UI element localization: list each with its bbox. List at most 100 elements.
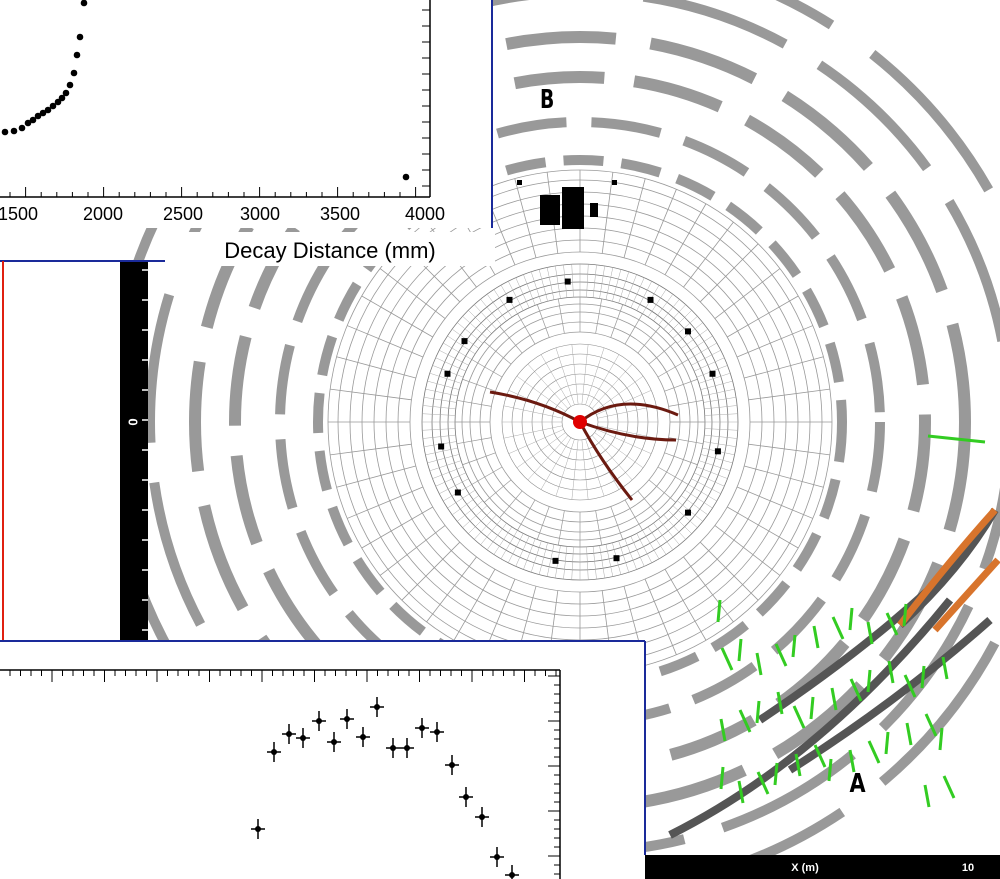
inner-spoke	[610, 506, 624, 540]
calo-spoke	[555, 265, 561, 299]
green-hit	[809, 696, 815, 720]
tracker-spoke	[591, 435, 633, 481]
calo-spoke	[612, 269, 622, 302]
grid-spoke	[401, 541, 461, 601]
detector-display	[105, 0, 1000, 879]
calo-spoke	[508, 533, 524, 563]
calo-spoke	[435, 472, 466, 487]
calo-hit	[564, 278, 571, 285]
calo-spoke	[698, 460, 731, 472]
green-hit	[827, 758, 833, 782]
calo-spoke	[457, 500, 484, 522]
calo-spoke	[429, 372, 462, 384]
green-hit	[848, 749, 856, 773]
green-hit	[791, 634, 797, 658]
calo-spoke	[462, 505, 488, 528]
muon-ring	[275, 117, 885, 727]
calo-spoke	[447, 335, 476, 355]
inner-spoke	[637, 490, 661, 518]
inner-spoke	[517, 313, 536, 345]
calo-hit	[685, 328, 692, 335]
panel-bg	[0, 261, 120, 641]
hit-block	[517, 180, 522, 185]
calo-spoke	[668, 510, 692, 534]
green-hit	[924, 713, 938, 737]
grid-spoke	[347, 486, 424, 519]
calo-spoke	[530, 271, 542, 304]
tracker-spoke	[508, 429, 564, 454]
green-hit	[792, 705, 806, 729]
green-hit	[903, 674, 917, 698]
green-hit	[866, 669, 872, 693]
green-hit	[848, 607, 854, 631]
inner-spoke	[499, 490, 523, 518]
green-hit	[738, 709, 752, 733]
scatter-point	[29, 116, 37, 124]
calo-spoke	[653, 522, 674, 550]
calo-spoke	[571, 546, 574, 580]
data-point	[255, 826, 261, 832]
grid-spoke	[347, 325, 424, 358]
bar-axis-label: X (m)	[791, 862, 819, 874]
calo-spoke	[586, 546, 589, 580]
green-hit	[719, 766, 725, 790]
grid-spoke	[727, 295, 799, 338]
inner-spoke	[484, 479, 512, 503]
calo-spoke	[680, 495, 708, 516]
calo-spoke	[702, 388, 735, 397]
calo-spoke	[508, 281, 524, 311]
green-hit	[887, 660, 895, 684]
calo-spoke	[443, 342, 472, 360]
data-point	[404, 745, 410, 751]
calo-spoke	[474, 304, 497, 330]
grid-spoke	[699, 541, 759, 601]
scatter-point	[73, 51, 81, 59]
inner-spoke	[595, 510, 603, 546]
grid-spoke	[683, 556, 734, 623]
track	[579, 420, 677, 442]
calo-spoke	[523, 538, 536, 570]
green-hit	[941, 656, 949, 680]
green-hit	[716, 599, 722, 623]
scatter-point	[49, 102, 57, 110]
inner-spoke	[664, 378, 698, 392]
grid-spoke	[736, 325, 813, 358]
calo-spoke	[439, 350, 469, 366]
calo-spoke	[474, 514, 497, 540]
label-a: A	[850, 768, 867, 799]
calo-hit	[647, 296, 654, 303]
calo-spoke	[429, 460, 462, 472]
x-tick-label: 2000	[83, 204, 123, 224]
calo-spoke	[599, 265, 605, 299]
scatter-point	[62, 89, 70, 97]
data-point	[316, 718, 322, 724]
axis-label: Decay Distance (mm)	[224, 238, 435, 263]
tracker-spoke	[540, 437, 572, 490]
calo-spoke	[694, 472, 725, 487]
inner-spoke	[536, 506, 550, 540]
calo-spoke	[447, 489, 476, 509]
calo-spoke	[468, 510, 492, 534]
tracker-spoke	[581, 439, 589, 500]
calo-spoke	[647, 289, 667, 318]
calo-hit	[438, 443, 445, 450]
scatter-point	[44, 106, 52, 114]
data-point	[271, 749, 277, 755]
green-hit	[794, 753, 802, 777]
bar-bg	[645, 855, 1000, 879]
grid-spoke	[714, 268, 781, 319]
x-tick-label: 3500	[320, 204, 360, 224]
calo-spoke	[538, 269, 548, 302]
inner-spoke	[610, 304, 624, 338]
tracker-spoke	[585, 439, 605, 497]
tracker-spoke	[581, 344, 589, 405]
calo-spoke	[618, 271, 630, 304]
calo-spoke	[691, 350, 721, 366]
scatter-point	[1, 128, 9, 136]
inner-spoke	[471, 466, 503, 485]
green-hit	[813, 744, 827, 768]
grid-spoke	[601, 172, 614, 254]
hit-block	[562, 187, 584, 229]
scatter-point	[402, 173, 410, 181]
